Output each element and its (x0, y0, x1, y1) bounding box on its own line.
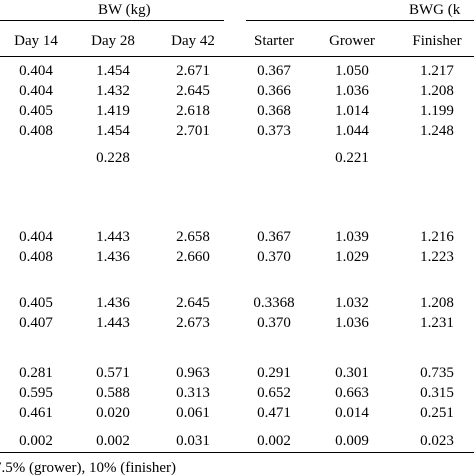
table-cell: 0.408 (19, 249, 53, 265)
group-header-bwg: BWG (k (409, 2, 461, 18)
table-cell: 0.663 (335, 385, 369, 401)
table-cell: 0.023 (420, 433, 454, 449)
table-cell: 1.050 (335, 63, 369, 79)
table-cell: 1.217 (420, 63, 454, 79)
header-rule (0, 56, 474, 57)
table-cell: 0.014 (335, 405, 369, 421)
table-cell: 1.432 (96, 83, 130, 99)
group-rule-bw (0, 20, 224, 21)
table-cell: 1.436 (96, 295, 130, 311)
table-cell: 0.407 (19, 315, 53, 331)
column-header: Starter (254, 33, 294, 49)
table-cell: 0.061 (176, 405, 210, 421)
table-cell: 2.645 (176, 295, 210, 311)
table-cell: 2.645 (176, 83, 210, 99)
table-cell: 1.443 (96, 229, 130, 245)
table-cell: 1.454 (96, 63, 130, 79)
table-cell: 0.002 (257, 433, 291, 449)
table-cell: 1.248 (420, 123, 454, 139)
table-cell: 0.002 (96, 433, 130, 449)
table-cell: 0.366 (257, 83, 291, 99)
table-cell: 0.031 (176, 433, 210, 449)
table-cell: 0.595 (19, 385, 53, 401)
table-cell: 1.454 (96, 123, 130, 139)
table-cell: 2.618 (176, 103, 210, 119)
column-header: Day 14 (14, 33, 58, 49)
table-cell: 1.216 (420, 229, 454, 245)
table-cell: 1.443 (96, 315, 130, 331)
column-header: Day 28 (91, 33, 135, 49)
table-cell: 0.471 (257, 405, 291, 421)
table-cell: 1.208 (420, 295, 454, 311)
table-cell: 0.221 (335, 150, 369, 166)
table-cell: 1.036 (335, 83, 369, 99)
table-cell: 2.701 (176, 123, 210, 139)
table-cell: 1.032 (335, 295, 369, 311)
table-cell: 0.367 (257, 229, 291, 245)
table-cell: 0.3368 (253, 295, 295, 311)
table-cell: 1.014 (335, 103, 369, 119)
table-cell: 2.660 (176, 249, 210, 265)
table-cell: 1.436 (96, 249, 130, 265)
group-rule-bwg (246, 20, 474, 21)
table-cell: 0.228 (96, 150, 130, 166)
table-cell: 1.199 (420, 103, 454, 119)
table-cell: 0.588 (96, 385, 130, 401)
table-cell: 0.020 (96, 405, 130, 421)
column-header: Grower (329, 33, 375, 49)
table-cell: 0.405 (19, 103, 53, 119)
table-cell: 0.735 (420, 365, 454, 381)
table-cell: 0.315 (420, 385, 454, 401)
table-cell: 0.404 (19, 83, 53, 99)
table-cell: 1.044 (335, 123, 369, 139)
table-cell: 0.404 (19, 63, 53, 79)
table-cell: 0.963 (176, 365, 210, 381)
table-cell: 0.301 (335, 365, 369, 381)
table-cell: 1.231 (420, 315, 454, 331)
column-header: Day 42 (171, 33, 215, 49)
table-cell: 1.208 (420, 83, 454, 99)
table-cell: 0.373 (257, 123, 291, 139)
table-cell: 0.405 (19, 295, 53, 311)
table-cell: 0.281 (19, 365, 53, 381)
group-header-bw: BW (kg) (98, 2, 151, 18)
table-cell: 0.368 (257, 103, 291, 119)
table-cell: 0.002 (19, 433, 53, 449)
table-cell: 0.404 (19, 229, 53, 245)
table-cell: 1.029 (335, 249, 369, 265)
table-cell: 0.571 (96, 365, 130, 381)
table-cell: 0.370 (257, 249, 291, 265)
table-cell: 1.039 (335, 229, 369, 245)
table-cell: 0.408 (19, 123, 53, 139)
table-cell: 0.313 (176, 385, 210, 401)
table-cell: 2.673 (176, 315, 210, 331)
table-footnote: 7.5% (grower), 10% (finisher) (0, 460, 177, 476)
table-cell: 0.251 (420, 405, 454, 421)
table-cell: 0.291 (257, 365, 291, 381)
table-cell: 0.652 (257, 385, 291, 401)
table-cell: 0.370 (257, 315, 291, 331)
table-cell: 1.036 (335, 315, 369, 331)
table-cell: 1.419 (96, 103, 130, 119)
column-header: Finisher (412, 33, 462, 49)
table-cell: 0.461 (19, 405, 53, 421)
table-cell: 0.367 (257, 63, 291, 79)
table-cell: 0.009 (335, 433, 369, 449)
bottom-rule (0, 452, 474, 453)
table-cell: 2.658 (176, 229, 210, 245)
table-cell: 2.671 (176, 63, 210, 79)
table-cell: 1.223 (420, 249, 454, 265)
